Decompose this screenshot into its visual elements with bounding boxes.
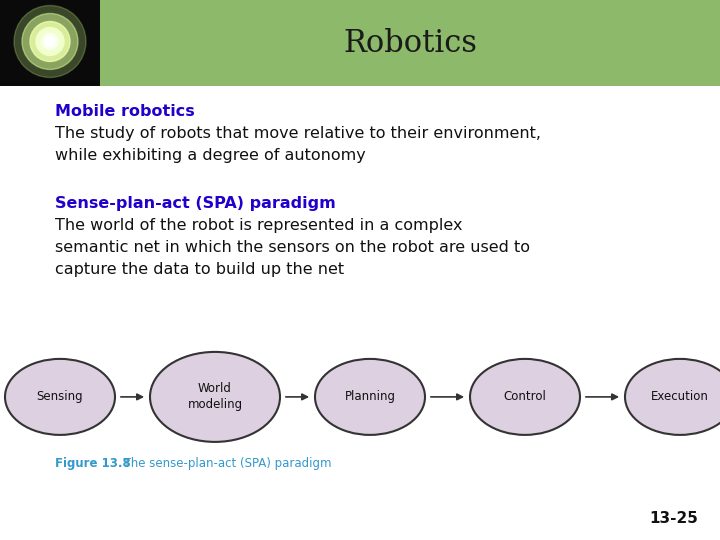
Text: The sense-plan-act (SPA) paradigm: The sense-plan-act (SPA) paradigm	[115, 457, 331, 470]
Circle shape	[45, 37, 55, 46]
Ellipse shape	[150, 352, 280, 442]
Circle shape	[42, 33, 58, 50]
Ellipse shape	[315, 359, 425, 435]
Ellipse shape	[5, 359, 115, 435]
Text: Planning: Planning	[344, 390, 395, 403]
Text: Mobile robotics: Mobile robotics	[55, 104, 194, 119]
Bar	[0, 0, 720, 86]
Ellipse shape	[625, 359, 720, 435]
Circle shape	[22, 14, 78, 70]
Text: Execution: Execution	[651, 390, 709, 403]
Circle shape	[36, 28, 64, 56]
Text: Sensing: Sensing	[37, 390, 84, 403]
Text: Figure 13.8: Figure 13.8	[55, 457, 131, 470]
Bar	[0, 0, 100, 86]
Text: Control: Control	[503, 390, 546, 403]
Text: Sense-plan-act (SPA) paradigm: Sense-plan-act (SPA) paradigm	[55, 197, 336, 211]
Text: 13-25: 13-25	[649, 511, 698, 526]
Text: World
modeling: World modeling	[187, 382, 243, 411]
Text: Robotics: Robotics	[343, 28, 477, 59]
Ellipse shape	[470, 359, 580, 435]
Circle shape	[14, 5, 86, 77]
Text: The study of robots that move relative to their environment,
while exhibiting a : The study of robots that move relative t…	[55, 126, 541, 163]
Circle shape	[30, 22, 70, 62]
Text: The world of the robot is represented in a complex
semantic net in which the sen: The world of the robot is represented in…	[55, 218, 530, 276]
